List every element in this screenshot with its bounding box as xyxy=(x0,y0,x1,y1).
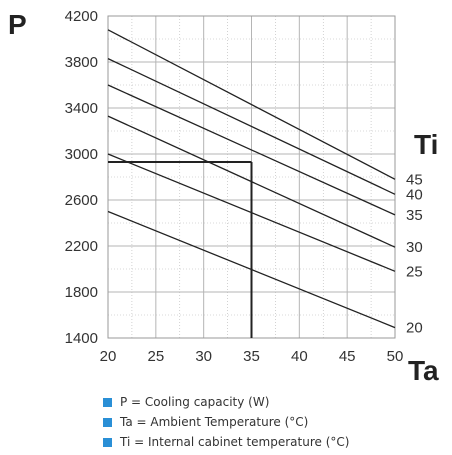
series-label: 45 xyxy=(406,171,423,188)
series-line-ti-35 xyxy=(107,84,396,216)
legend: P = Cooling capacity (W) Ta = Ambient Te… xyxy=(103,392,349,452)
y-tick-label: 1400 xyxy=(65,330,98,347)
series-axis-letter: Ti xyxy=(414,129,438,160)
x-axis-letter: Ta xyxy=(408,355,439,386)
chart-annotation xyxy=(108,161,253,338)
y-tick-label: 3000 xyxy=(65,146,98,163)
y-tick-label: 2200 xyxy=(65,238,98,255)
legend-text: P = Cooling capacity (W) xyxy=(120,395,270,409)
series-label: 30 xyxy=(406,239,423,256)
y-tick-label: 3400 xyxy=(65,100,98,117)
series-label: 40 xyxy=(406,186,423,203)
legend-marker xyxy=(103,397,112,407)
legend-marker xyxy=(103,437,112,447)
y-tick-label: 3800 xyxy=(65,54,98,71)
series-label: 35 xyxy=(406,207,423,224)
series-line-ti-40 xyxy=(107,58,396,195)
legend-marker xyxy=(103,417,112,427)
x-tick-label: 35 xyxy=(243,348,260,365)
x-tick-label: 45 xyxy=(339,348,356,365)
y-axis-letter: P xyxy=(8,9,27,40)
legend-text: Ta = Ambient Temperature (°C) xyxy=(120,415,309,429)
legend-item: Ta = Ambient Temperature (°C) xyxy=(103,412,349,432)
series-line-ti-45 xyxy=(107,29,396,180)
legend-item: Ti = Internal cabinet temperature (°C) xyxy=(103,432,349,452)
chart-labels: 20 25 30 35 40 45 5014001800220026003000340038… xyxy=(65,8,423,365)
y-tick-label: 4200 xyxy=(65,8,98,25)
x-tick-label: 25 xyxy=(147,348,164,365)
chart-grid xyxy=(107,15,396,339)
series-label: 25 xyxy=(406,263,423,280)
x-tick-label: 30 xyxy=(195,348,212,365)
legend-item: P = Cooling capacity (W) xyxy=(103,392,349,412)
x-tick-label: 50 xyxy=(387,348,404,365)
y-tick-label: 1800 xyxy=(65,284,98,301)
cooling-capacity-chart: 20 25 30 35 40 45 5014001800220026003000340038… xyxy=(8,8,439,386)
y-tick-label: 2600 xyxy=(65,192,98,209)
legend-text: Ti = Internal cabinet temperature (°C) xyxy=(120,435,350,449)
x-tick-label: 20 xyxy=(100,348,117,365)
x-tick-label: 40 xyxy=(291,348,308,365)
series-label: 20 xyxy=(406,320,423,337)
